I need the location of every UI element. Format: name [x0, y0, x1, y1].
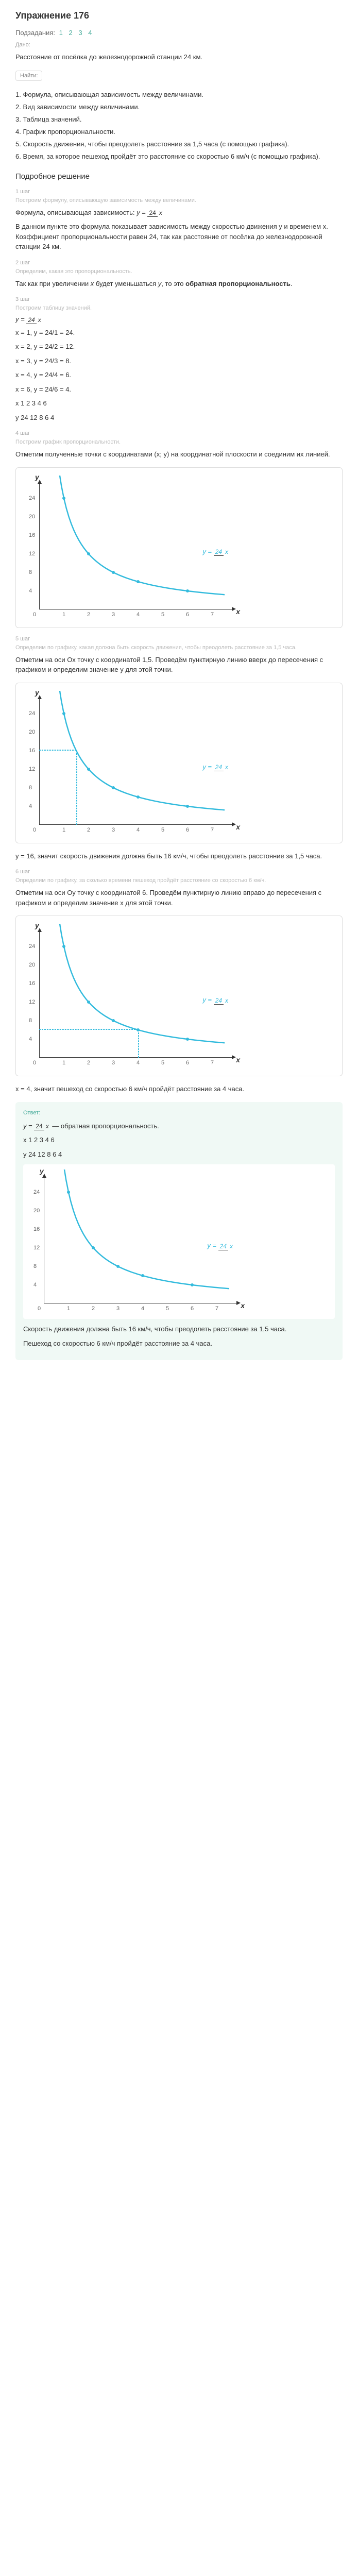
step-desc: Построим таблицу значений. [15, 305, 343, 311]
find-item: 1. Формула, описывающая зависимость межд… [15, 90, 343, 99]
chart-3: yx012345674812162024y = 24x [15, 916, 343, 1076]
chart-2: yx012345674812162024y = 24x [15, 683, 343, 843]
step-desc: Определим по графику, за сколько времени… [15, 877, 343, 884]
answer-label: Ответ: [23, 1110, 335, 1116]
step-result: x = 4, значит пешеход со скоростью 6 км/… [15, 1084, 343, 1094]
subsection-link[interactable]: 1 [59, 29, 63, 37]
subsection-link[interactable]: 4 [88, 29, 92, 37]
step-n: 6 шаг [15, 869, 343, 875]
answer-formula: y = 24x — обратная пропорциональность. [23, 1121, 335, 1131]
step-body: Отметим на оси Oy точку с координатой 6.… [15, 888, 343, 908]
find-item: 4. График пропорциональности. [15, 127, 343, 137]
step-n: 2 шаг [15, 260, 343, 266]
step-body: Отметим на оси Ox точку с координатой 1,… [15, 655, 343, 675]
find-item: 2. Вид зависимости между величинами. [15, 103, 343, 112]
subsections-row: Подзадания: 1 2 3 4 [15, 29, 343, 37]
subsection-link[interactable]: 2 [69, 29, 72, 37]
answer-line: Пешеход со скоростью 6 км/ч пройдёт расс… [23, 1338, 335, 1349]
step-n: 1 шаг [15, 189, 343, 195]
calc: x = 1, y = 24/1 = 24. [15, 328, 343, 338]
step-desc: Построим формулу, описывающую зависимост… [15, 197, 343, 204]
subsection-link[interactable]: 3 [78, 29, 82, 37]
answer-ty: y 24 12 8 6 4 [23, 1149, 335, 1160]
solution-title: Подробное решение [15, 172, 343, 181]
find-item: 6. Время, за которое пешеход пройдёт это… [15, 152, 343, 161]
step-extra: В данном пункте это формула показывает з… [15, 222, 343, 252]
step-n: 3 шаг [15, 296, 343, 302]
table-row-x: x 1 2 3 4 6 [15, 398, 343, 409]
step-body: Так как при увеличении x будет уменьшать… [15, 279, 343, 289]
calc: x = 4, y = 24/4 = 6. [15, 370, 343, 380]
answer-line: Скорость движения должна быть 16 км/ч, ч… [23, 1324, 335, 1334]
chart-answer: yx012345674812162024y = 24x [23, 1164, 335, 1319]
find-item: 3. Таблица значений. [15, 115, 343, 124]
step-result: y = 16, значит скорость движения должна … [15, 851, 343, 861]
find-list: 1. Формула, описывающая зависимость межд… [15, 90, 343, 162]
step-body: Формула, описывающая зависимость: y = 24… [15, 208, 343, 218]
step-desc: Построим график пропорциональности. [15, 439, 343, 445]
step-desc: Определим, какая это пропорциональность. [15, 268, 343, 275]
step-desc: Определим по графику, какая должна быть … [15, 645, 343, 651]
given-text: Расстояние от посёлка до железнодорожной… [15, 52, 343, 62]
calc: x = 2, y = 24/2 = 12. [15, 342, 343, 352]
step-n: 4 шаг [15, 430, 343, 436]
calc: x = 3, y = 24/3 = 8. [15, 356, 343, 366]
answer-box: Ответ: y = 24x — обратная пропорциональн… [15, 1102, 343, 1361]
chart-1: yx012345674812162024y = 24x [15, 467, 343, 628]
page-title: Упражнение 176 [15, 10, 343, 21]
formula: y = 24x [15, 315, 343, 324]
calc-list: x = 1, y = 24/1 = 24. x = 2, y = 24/2 = … [15, 328, 343, 423]
find-label: Найти: [15, 71, 42, 81]
calc: x = 6, y = 24/6 = 4. [15, 384, 343, 395]
step-body: Отметим полученные точки с координатами … [15, 449, 343, 460]
step-n: 5 шаг [15, 636, 343, 642]
answer-tx: x 1 2 3 4 6 [23, 1135, 335, 1145]
given-label: Дано: [15, 42, 343, 48]
subsections-label: Подзадания: [15, 29, 55, 37]
table-row-y: y 24 12 8 6 4 [15, 413, 343, 423]
find-item: 5. Скорость движения, чтобы преодолеть р… [15, 140, 343, 149]
